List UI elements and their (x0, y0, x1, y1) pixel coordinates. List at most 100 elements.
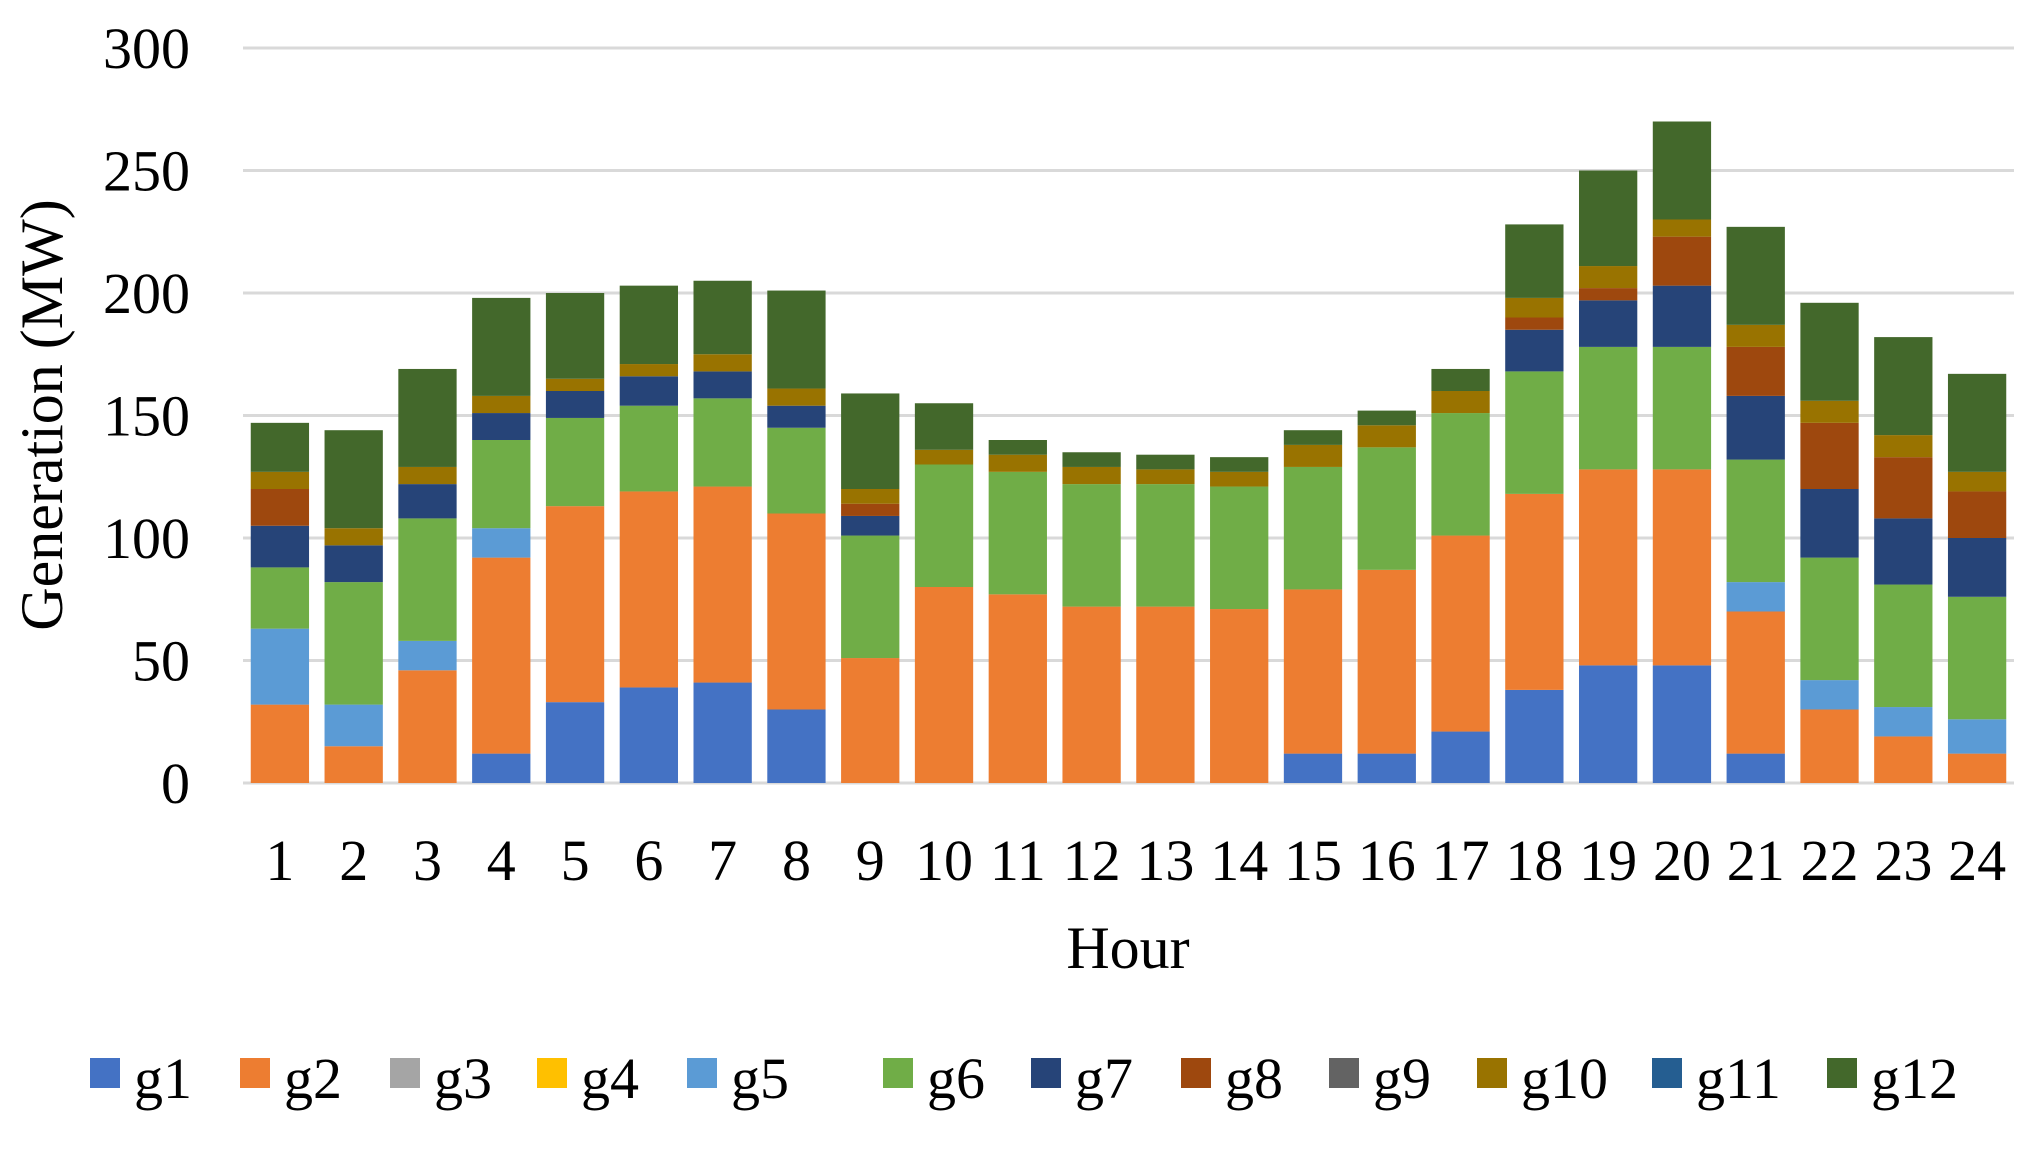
legend-swatch (390, 1058, 420, 1088)
legend-label: g10 (1521, 1046, 1608, 1111)
bar-segment-g12-hour-11 (988, 440, 1047, 455)
legend-swatch (240, 1058, 270, 1088)
bar-segment-g8-hour-1 (250, 489, 310, 526)
bar-segment-g2-hour-5 (545, 506, 605, 703)
bar-segment-g12-hour-7 (693, 280, 752, 355)
bar-stack-hour-21 (1726, 226, 1785, 783)
bar-segment-g2-hour-15 (1283, 589, 1343, 754)
bar-segment-g2-hour-7 (693, 486, 752, 683)
bar-segment-g2-hour-1 (250, 704, 310, 783)
legend-item-g5: g5 (687, 1046, 789, 1111)
legend-swatch (1652, 1058, 1682, 1088)
bar-segment-g12-hour-24 (1947, 373, 2007, 472)
legend-item-g8: g8 (1181, 1046, 1283, 1111)
y-tick-label: 300 (103, 16, 190, 81)
bar-segment-g6-hour-14 (1210, 486, 1269, 610)
legend-item-g12: g12 (1827, 1046, 1958, 1111)
bar-segment-g7-hour-2 (324, 545, 383, 583)
bar-segment-g2-hour-23 (1874, 736, 1933, 783)
bar-segment-g2-hour-3 (398, 670, 457, 783)
bar-stack-hour-8 (767, 290, 826, 783)
bar-segment-g6-hour-8 (767, 427, 826, 514)
bar-segment-g10-hour-8 (767, 388, 826, 406)
bar-segment-g2-hour-11 (988, 594, 1047, 783)
legend-swatch (90, 1058, 120, 1088)
bar-segment-g2-hour-8 (767, 513, 826, 710)
bar-segment-g12-hour-15 (1283, 430, 1343, 445)
gridlines (243, 46, 2014, 785)
bar-segment-g5-hour-22 (1800, 680, 1859, 710)
bar-segment-g2-hour-6 (619, 491, 679, 688)
bar-segment-g2-hour-13 (1136, 606, 1195, 783)
bar-segment-g1-hour-18 (1505, 689, 1564, 783)
bar-stack-hour-18 (1505, 224, 1564, 783)
bar-segment-g5-hour-1 (250, 628, 310, 705)
legend-label: g6 (927, 1046, 985, 1111)
bar-segment-g1-hour-19 (1578, 665, 1638, 783)
bar-segment-g2-hour-18 (1505, 493, 1564, 690)
bar-segment-g6-hour-9 (841, 535, 900, 659)
bar-segment-g1-hour-20 (1652, 665, 1712, 783)
bar-segment-g12-hour-3 (398, 368, 457, 467)
bar-segment-g1-hour-8 (767, 709, 826, 783)
bar-segment-g1-hour-15 (1283, 753, 1343, 783)
y-tick-label: 150 (103, 384, 190, 449)
legend-label: g9 (1373, 1046, 1431, 1111)
bar-segment-g10-hour-21 (1726, 324, 1785, 347)
bar-segment-g7-hour-21 (1726, 395, 1785, 460)
bar-segment-g6-hour-4 (472, 440, 531, 529)
bar-segment-g10-hour-10 (914, 449, 974, 465)
bar-segment-g2-hour-10 (914, 587, 974, 783)
legend-label: g1 (134, 1046, 192, 1111)
x-tick-label: 22 (1801, 828, 1859, 893)
legend-item-g3: g3 (390, 1046, 492, 1111)
bar-segment-g10-hour-17 (1431, 391, 1490, 414)
bar-segment-g5-hour-3 (398, 640, 457, 671)
bar-segment-g10-hour-3 (398, 466, 457, 485)
x-tick-label: 24 (1948, 828, 2006, 893)
bar-segment-g2-hour-9 (841, 658, 900, 783)
x-tick-label: 1 (265, 828, 294, 893)
legend-item-g7: g7 (1031, 1046, 1133, 1111)
bar-segment-g6-hour-7 (693, 398, 752, 487)
x-tick-label: 13 (1136, 828, 1194, 893)
bar-segment-g7-hour-19 (1578, 300, 1638, 347)
bar-segment-g12-hour-4 (472, 297, 531, 396)
bar-segment-g1-hour-16 (1357, 753, 1416, 783)
bar-segment-g10-hour-22 (1800, 400, 1859, 423)
bar-segment-g12-hour-16 (1357, 410, 1416, 426)
bar-stack-hour-11 (988, 440, 1047, 783)
bar-segment-g12-hour-22 (1800, 302, 1859, 401)
bar-segment-g12-hour-21 (1726, 226, 1785, 325)
legend-swatch (687, 1058, 717, 1088)
bar-stack-hour-15 (1283, 430, 1343, 783)
bar-stack-hour-7 (693, 280, 752, 783)
x-tick-label: 5 (561, 828, 590, 893)
y-tick-label: 50 (132, 629, 190, 694)
y-axis-title: Generation (MW) (9, 199, 75, 630)
bar-segment-g10-hour-24 (1947, 471, 2007, 492)
bar-segment-g5-hour-23 (1874, 707, 1933, 737)
bar-segment-g2-hour-22 (1800, 709, 1859, 783)
bar-stack-hour-3 (398, 368, 457, 783)
legend-swatch (883, 1058, 913, 1088)
bar-stack-hour-10 (914, 403, 974, 783)
bar-segment-g12-hour-10 (914, 403, 974, 450)
bar-segment-g10-hour-18 (1505, 297, 1564, 318)
bar-segment-g12-hour-2 (324, 430, 383, 529)
bar-stack-hour-14 (1210, 457, 1269, 783)
x-tick-label: 12 (1063, 828, 1121, 893)
bar-stack-hour-19 (1578, 170, 1638, 783)
bar-segment-g7-hour-3 (398, 484, 457, 519)
bar-segment-g2-hour-14 (1210, 609, 1269, 783)
bar-stack-hour-22 (1800, 302, 1859, 783)
bar-segment-g10-hour-6 (619, 364, 679, 377)
legend-label: g5 (731, 1046, 789, 1111)
bar-segment-g12-hour-6 (619, 285, 679, 365)
legend-item-g4: g4 (537, 1046, 639, 1111)
bar-segment-g6-hour-10 (914, 464, 974, 587)
bar-segment-g12-hour-5 (545, 293, 605, 379)
bar-segment-g7-hour-1 (250, 525, 310, 568)
bar-segment-g8-hour-9 (841, 503, 900, 516)
bar-segment-g2-hour-19 (1578, 469, 1638, 666)
